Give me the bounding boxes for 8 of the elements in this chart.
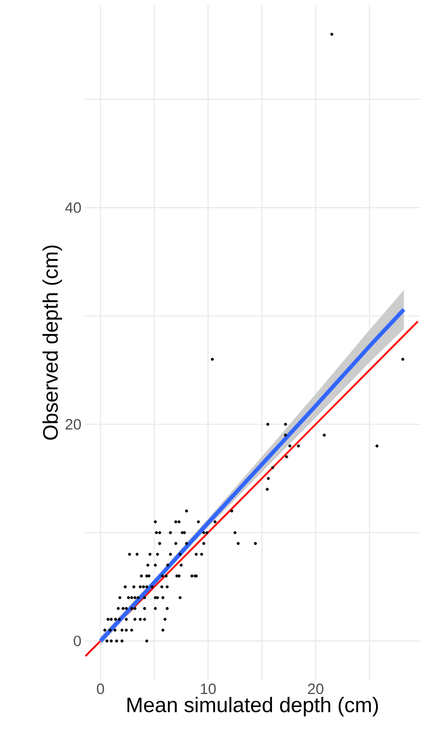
x-tick-label: 20 bbox=[308, 684, 324, 694]
x-tick-label: 10 bbox=[200, 684, 216, 694]
y-axis-title: Observed depth (cm) bbox=[42, 246, 62, 440]
y-tick-label: 0 bbox=[74, 636, 81, 646]
x-tick-label: 0 bbox=[96, 684, 104, 694]
y-tick-label: 20 bbox=[66, 419, 81, 430]
x-axis-title: Mean simulated depth (cm) bbox=[127, 696, 378, 716]
y-tick-label: 40 bbox=[65, 202, 81, 213]
